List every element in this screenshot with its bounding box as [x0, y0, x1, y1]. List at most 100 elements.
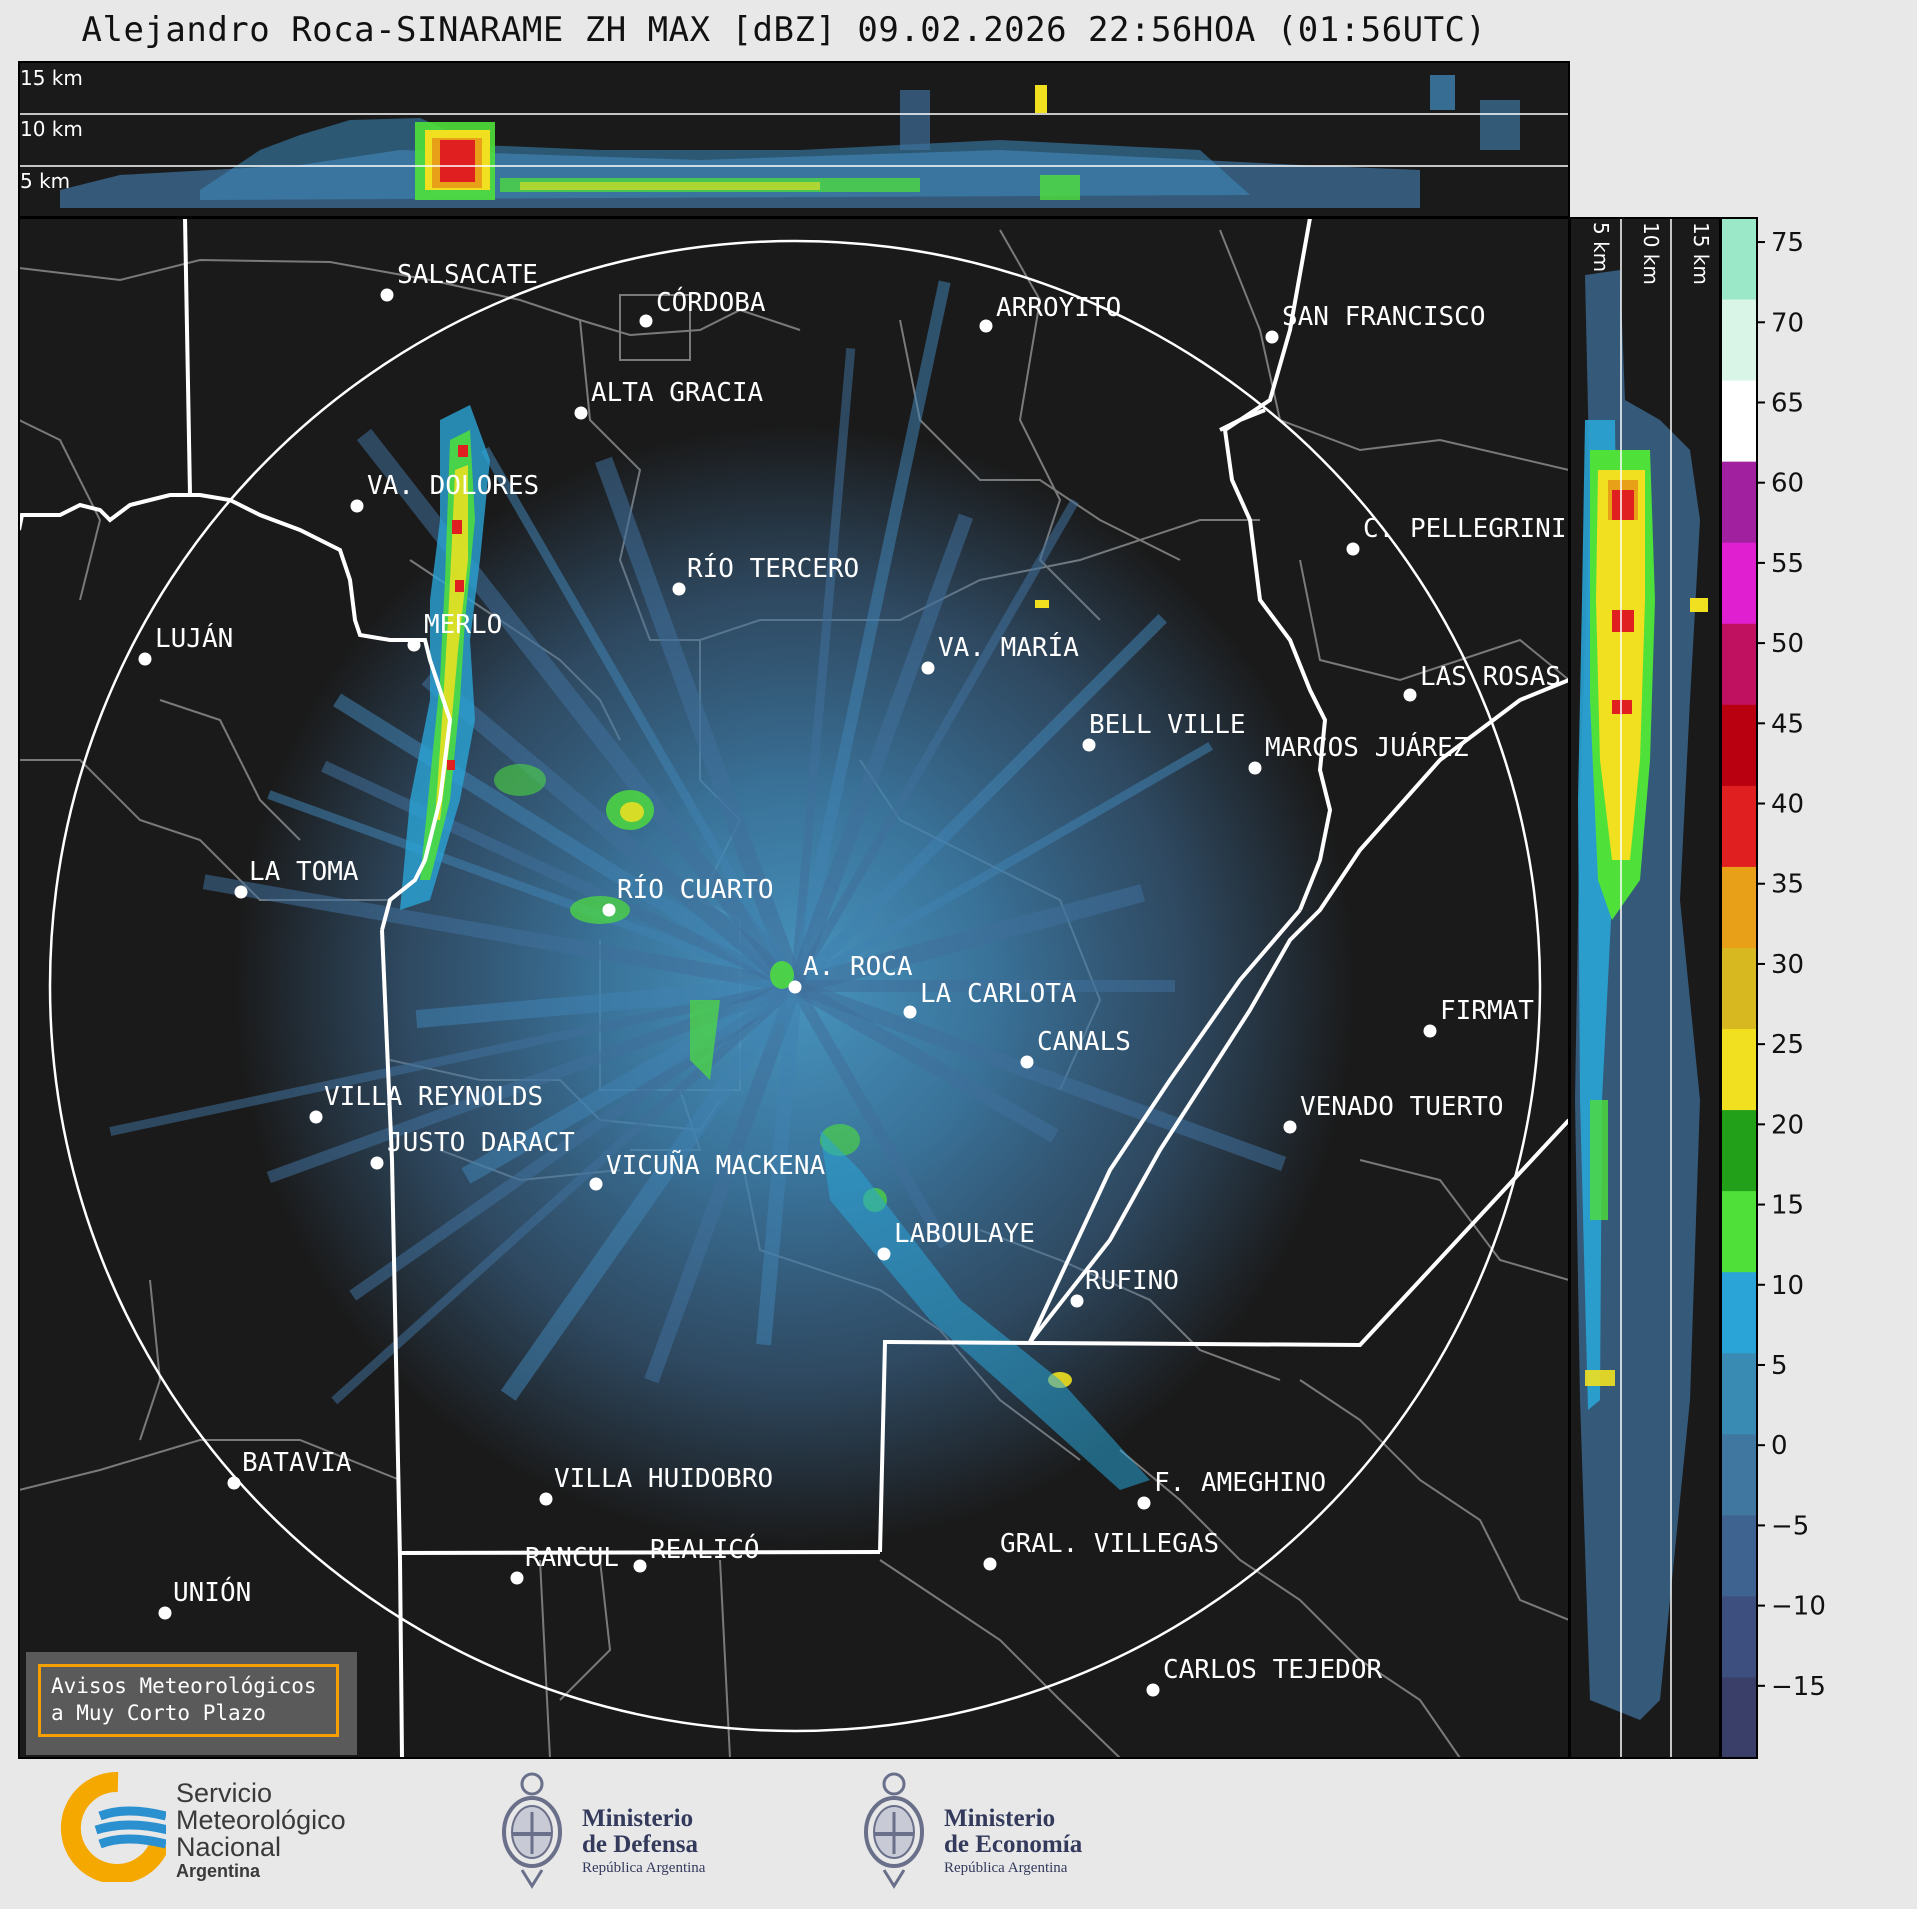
city-dot [138, 652, 152, 666]
city-dot [1020, 1055, 1034, 1069]
colorbar-segment [1721, 1514, 1757, 1597]
city-marker: CANALS [1020, 1027, 1131, 1069]
economia-line-3: República Argentina [944, 1860, 1068, 1876]
colorbar-tick-label: 75 [1771, 228, 1804, 258]
city-label: RÍO TERCERO [687, 552, 859, 584]
radar-ray [481, 446, 799, 989]
notice-line-2: a Muy Corto Plazo [51, 1701, 266, 1725]
city-dot [1346, 542, 1360, 556]
city-label: C. PELLEGRINI [1363, 514, 1567, 544]
radar-ray [791, 498, 1079, 989]
city-label: LUJÁN [155, 622, 233, 654]
side-5km-label: 5 km [1589, 222, 1613, 272]
city-dot [407, 638, 421, 652]
colorbar-segment [1721, 623, 1757, 705]
radar-ray [333, 693, 799, 993]
smn-logo: Servicio Meteorológico Nacional Argentin… [56, 1770, 396, 1882]
colorbar-frame [1720, 217, 1758, 1759]
city-marker: VILLA REYNOLDS [309, 1082, 543, 1124]
city-dot [1403, 688, 1417, 702]
city-label: VICUÑA MACKENA [606, 1149, 825, 1181]
city-label: MERLO [424, 610, 502, 640]
city-marker: RUFINO [1070, 1266, 1179, 1308]
colorbar-segment [1721, 1028, 1757, 1111]
city-marker: RÍO CUARTO [602, 873, 774, 917]
city-label: SAN FRANCISCO [1282, 302, 1486, 332]
colorbar-segment [1721, 380, 1757, 462]
city-dot [158, 1606, 172, 1620]
city-dot [350, 499, 364, 513]
top-echo-profile [60, 75, 1520, 208]
economia-line-1: Ministerio [944, 1805, 1056, 1832]
top-cross-section-panel: 15 km 10 km 5 km [18, 61, 1570, 218]
side-cross-section-panel: 5 km 10 km 15 km [1569, 217, 1721, 1759]
smn-line-4: Argentina [176, 1861, 261, 1881]
city-dot [1070, 1294, 1084, 1308]
top-5km-label: 5 km [20, 169, 70, 193]
colorbar-tick-label: 0 [1771, 1431, 1788, 1461]
coat-of-arms-icon [502, 1772, 562, 1889]
colorbar-segment [1721, 1352, 1757, 1435]
map-panel: SALSACATE CÓRDOBA ARROYITO SAN FRANCISCO ALT… [18, 217, 1570, 1759]
smn-line-3: Nacional [176, 1832, 282, 1862]
colorbar-tick-label: 20 [1771, 1110, 1804, 1140]
city-marker: JUSTO DARACT [370, 1128, 575, 1170]
colorbar-tick-label: −15 [1771, 1672, 1826, 1702]
city-dot [877, 1247, 891, 1261]
city-label: LA CARLOTA [920, 979, 1077, 1009]
coat-of-arms-icon [864, 1772, 924, 1889]
radar-ray [756, 985, 803, 1346]
city-label: BELL VILLE [1089, 710, 1246, 740]
city-dot [921, 661, 935, 675]
city-dot [539, 1492, 553, 1506]
city-dot [380, 288, 394, 302]
city-dot [1265, 330, 1279, 344]
colorbar-tick-label: 60 [1771, 469, 1804, 499]
colorbar-tick-label: 40 [1771, 790, 1804, 820]
city-marker: ALTA GRACIA [574, 378, 764, 420]
city-label: FIRMAT [1440, 996, 1534, 1026]
radar-ray [331, 982, 799, 1405]
city-marker: VICUÑA MACKENA [589, 1149, 825, 1191]
city-label: JUSTO DARACT [387, 1128, 575, 1158]
city-dot [602, 903, 616, 917]
city-label: VA. MARÍA [938, 631, 1079, 663]
colorbar-segment [1721, 218, 1757, 300]
colorbar-tick-label: 10 [1771, 1271, 1804, 1301]
city-label: RANCUL [525, 1543, 619, 1573]
city-label: VILLA REYNOLDS [324, 1082, 543, 1112]
city-dot [1137, 1496, 1151, 1510]
city-marker: BELL VILLE [1082, 710, 1246, 752]
city-marker: MARCOS JUÁREZ [1248, 731, 1469, 775]
colorbar-tick-label: 30 [1771, 950, 1804, 980]
city-label: LABOULAYE [894, 1219, 1035, 1249]
radar-ray [109, 981, 796, 1136]
city-marker: BATAVIA [227, 1448, 352, 1490]
city-dot [1146, 1683, 1160, 1697]
city-marker: F. AMEGHINO [1137, 1468, 1326, 1510]
colorbar-segment [1721, 785, 1757, 867]
city-label: UNIÓN [173, 1576, 251, 1608]
range-ring [48, 239, 1542, 1733]
city-dot [589, 1177, 603, 1191]
radar-ray [790, 348, 856, 987]
city-marker: RÍO TERCERO [672, 552, 859, 596]
city-dot [234, 885, 248, 899]
radar-ray [461, 978, 800, 1184]
city-dot [510, 1571, 524, 1585]
radar-ray [644, 983, 803, 1384]
city-dot [309, 1110, 323, 1124]
colorbar-tick-label: 50 [1771, 629, 1804, 659]
economia-logo: Ministerio de Economía República Argenti… [856, 1770, 1136, 1890]
radar-ray [415, 977, 796, 1029]
smn-line-2: Meteorológico [176, 1805, 346, 1835]
city-marker: VILLA HUIDOBRO [539, 1464, 773, 1506]
side-15km-label: 15 km [1689, 222, 1713, 285]
top-10km-label: 10 km [20, 117, 83, 141]
city-label: RÍO CUARTO [617, 873, 774, 905]
city-dot [788, 980, 802, 994]
colorbar-segment [1721, 1190, 1757, 1273]
defensa-line-1: Ministerio [582, 1805, 694, 1832]
city-marker: VENADO TUERTO [1283, 1092, 1504, 1134]
city-label: MARCOS JUÁREZ [1265, 731, 1469, 763]
